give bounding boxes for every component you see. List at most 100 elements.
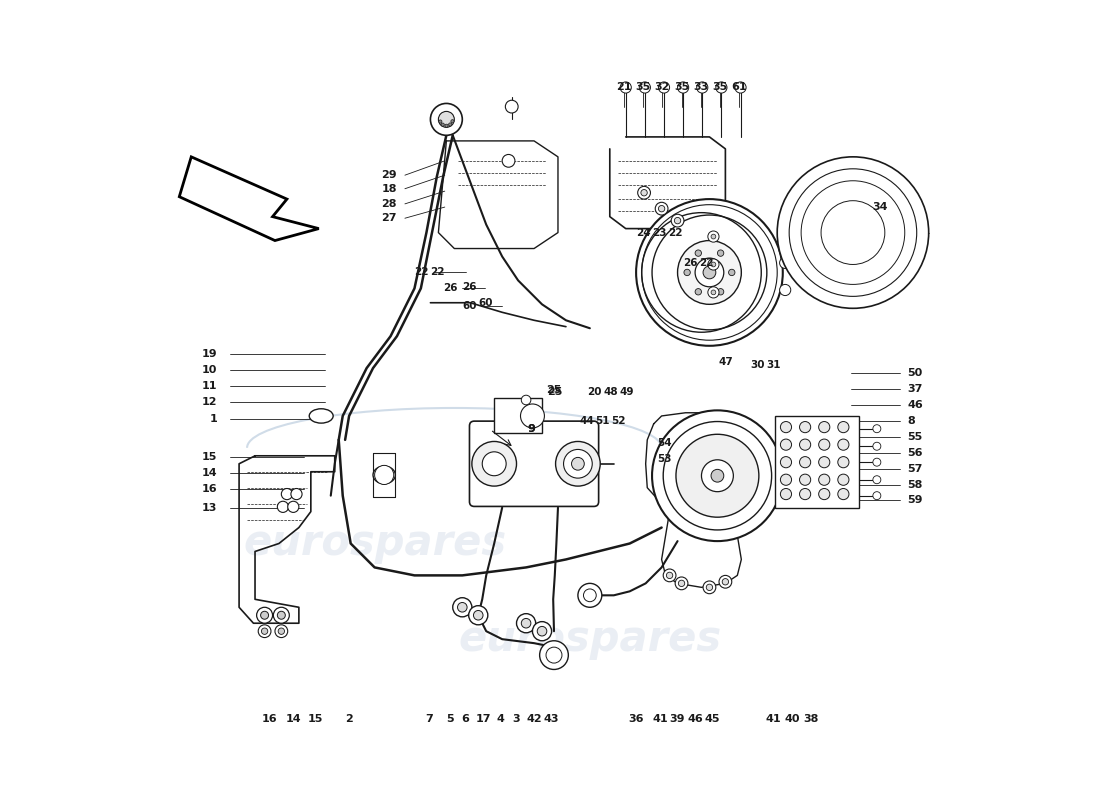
Circle shape: [711, 234, 716, 239]
Text: 34: 34: [872, 202, 888, 212]
Text: 24: 24: [636, 227, 650, 238]
Circle shape: [818, 422, 829, 433]
Circle shape: [873, 442, 881, 450]
Circle shape: [578, 583, 602, 607]
Text: 26: 26: [683, 258, 697, 268]
Text: 61: 61: [732, 82, 747, 93]
Circle shape: [800, 474, 811, 486]
Circle shape: [636, 199, 783, 346]
Circle shape: [818, 474, 829, 486]
Circle shape: [780, 285, 791, 295]
Circle shape: [800, 439, 811, 450]
Circle shape: [679, 580, 684, 586]
Text: 9: 9: [528, 424, 536, 434]
Circle shape: [780, 489, 792, 500]
Circle shape: [469, 606, 487, 625]
FancyBboxPatch shape: [494, 398, 542, 434]
Circle shape: [818, 439, 829, 450]
Text: 41: 41: [652, 714, 668, 724]
Text: 35: 35: [674, 82, 690, 93]
Circle shape: [563, 450, 592, 478]
Text: 49: 49: [619, 387, 634, 397]
Text: 28: 28: [382, 199, 397, 209]
Circle shape: [439, 111, 454, 127]
Text: 18: 18: [382, 184, 397, 194]
Text: 5: 5: [446, 714, 453, 724]
Circle shape: [719, 575, 732, 588]
Circle shape: [873, 425, 881, 433]
Circle shape: [453, 598, 472, 617]
Text: 47: 47: [718, 357, 733, 366]
Circle shape: [678, 241, 741, 304]
Text: 17: 17: [475, 714, 491, 724]
Text: 32: 32: [654, 82, 670, 93]
Circle shape: [674, 218, 681, 224]
Text: eurospares: eurospares: [459, 618, 722, 660]
Circle shape: [441, 123, 444, 126]
Text: 36: 36: [628, 714, 643, 724]
Text: 27: 27: [382, 214, 397, 223]
Circle shape: [684, 270, 691, 276]
Circle shape: [652, 215, 767, 330]
Circle shape: [288, 502, 299, 513]
Circle shape: [277, 502, 288, 513]
Circle shape: [838, 439, 849, 450]
Circle shape: [708, 259, 719, 270]
Text: 40: 40: [784, 714, 800, 724]
Text: 38: 38: [804, 714, 820, 724]
Text: 15: 15: [308, 714, 323, 724]
Circle shape: [639, 82, 650, 93]
Circle shape: [780, 258, 791, 269]
Circle shape: [583, 589, 596, 602]
Circle shape: [521, 395, 531, 405]
Text: 1: 1: [210, 414, 218, 424]
Circle shape: [717, 289, 724, 295]
Text: 44: 44: [580, 416, 594, 426]
Text: 52: 52: [612, 416, 626, 426]
Circle shape: [678, 82, 689, 93]
Circle shape: [696, 82, 708, 93]
Circle shape: [375, 466, 394, 485]
FancyBboxPatch shape: [774, 416, 858, 508]
Text: 11: 11: [202, 381, 218, 390]
Circle shape: [711, 290, 716, 294]
Text: 2: 2: [345, 714, 353, 724]
Circle shape: [659, 82, 670, 93]
Text: 45: 45: [705, 714, 720, 724]
Circle shape: [800, 422, 811, 433]
Circle shape: [282, 489, 293, 500]
Text: 33: 33: [693, 82, 708, 93]
Circle shape: [659, 206, 664, 212]
Text: 35: 35: [712, 82, 727, 93]
Ellipse shape: [309, 409, 333, 423]
Circle shape: [800, 489, 811, 500]
Circle shape: [838, 489, 849, 500]
Text: 35: 35: [636, 82, 651, 93]
Text: 46: 46: [908, 400, 923, 410]
Circle shape: [258, 625, 271, 638]
Circle shape: [572, 458, 584, 470]
Circle shape: [537, 626, 547, 636]
Circle shape: [706, 584, 713, 590]
Text: 16: 16: [262, 714, 277, 724]
Circle shape: [503, 154, 515, 167]
Text: 10: 10: [202, 365, 218, 374]
Text: 39: 39: [670, 714, 685, 724]
Circle shape: [838, 422, 849, 433]
Circle shape: [290, 489, 303, 500]
Circle shape: [695, 289, 702, 295]
Circle shape: [695, 258, 724, 286]
Circle shape: [278, 628, 285, 634]
Circle shape: [780, 231, 791, 242]
Text: 26: 26: [443, 283, 458, 294]
Text: 54: 54: [658, 438, 672, 448]
Ellipse shape: [373, 466, 395, 484]
Circle shape: [277, 611, 285, 619]
Text: 55: 55: [908, 432, 923, 442]
Circle shape: [708, 286, 719, 298]
Circle shape: [873, 476, 881, 484]
Circle shape: [275, 625, 288, 638]
Text: 14: 14: [202, 468, 218, 478]
Circle shape: [800, 457, 811, 468]
Text: 22: 22: [415, 267, 429, 278]
